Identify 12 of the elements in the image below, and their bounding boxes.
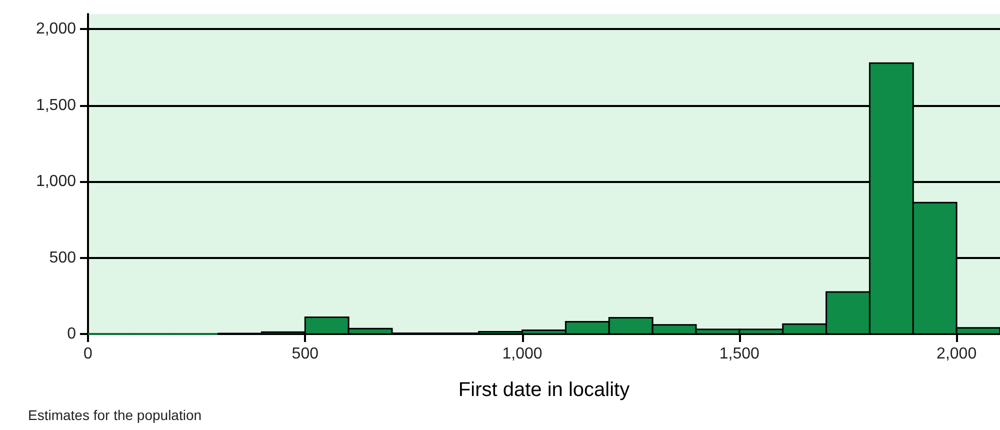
x-axis-title: First date in locality <box>458 379 630 401</box>
x-tick-label: 1,000 <box>502 346 542 362</box>
x-tick-label: 500 <box>292 346 319 362</box>
y-tick-label: 500 <box>49 249 76 266</box>
y-tick-label: 1,000 <box>36 173 76 190</box>
x-tick-label: 2,000 <box>936 346 977 362</box>
x-tick-label: 1,500 <box>719 346 760 362</box>
y-tick-label: 1,500 <box>36 96 76 114</box>
x-tick-label: 0 <box>84 346 93 362</box>
y-tick-label: 2,000 <box>36 20 76 38</box>
text: Estimates for the population <box>28 407 202 423</box>
y-tick-label: 0 <box>67 326 76 342</box>
